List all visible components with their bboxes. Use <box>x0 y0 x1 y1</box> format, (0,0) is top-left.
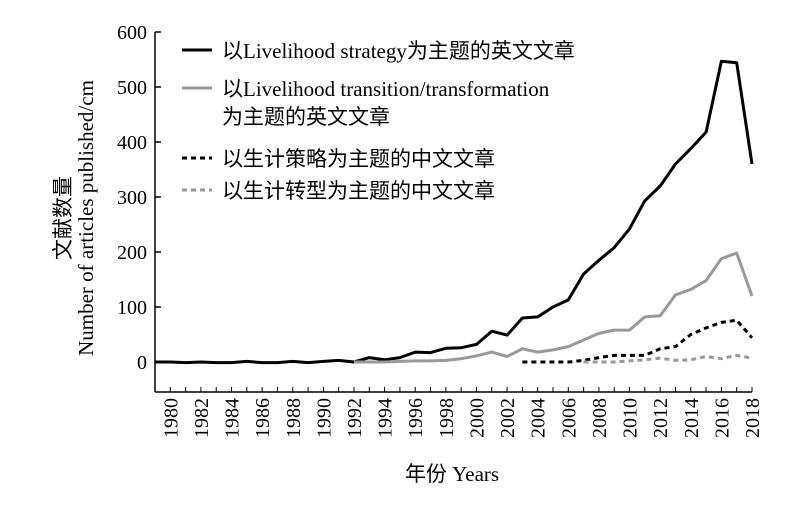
x-tick-label: 1980 <box>160 398 182 438</box>
x-tick-label: 1992 <box>344 398 366 438</box>
x-tick-label: 2016 <box>711 398 733 438</box>
x-tick-label: 1982 <box>191 398 213 438</box>
x-tick-label: 1986 <box>252 398 274 438</box>
y-axis-title-chinese: 文献数量 <box>51 176 75 260</box>
series-line-1 <box>155 59 754 365</box>
x-tick-label: 2014 <box>681 398 703 438</box>
x-tick-label: 2018 <box>742 398 764 438</box>
x-tick-label: 2010 <box>620 398 642 438</box>
x-axis-title: 年份 Years <box>405 462 499 486</box>
legend-label-1: 以Livelihood strategy为主题的英文文章 <box>222 39 575 63</box>
x-tick-label: 1988 <box>283 398 305 438</box>
y-tick-label: 500 <box>117 77 147 99</box>
y-tick-label: 400 <box>117 132 147 154</box>
x-tick-label: 1996 <box>405 398 427 438</box>
y-axis-title-english: Number of articles published/cm <box>74 80 98 356</box>
x-tick-label: 2012 <box>650 398 672 438</box>
legend-label-2: 为主题的英文文章 <box>222 105 390 129</box>
x-tick-label: 1990 <box>313 398 335 438</box>
x-tick-label: 1994 <box>375 398 397 438</box>
legend-label-4: 以生计转型为主题的中文文章 <box>222 179 495 203</box>
y-tick-label: 300 <box>117 187 147 209</box>
x-tick-label: 2004 <box>528 398 550 438</box>
x-tick-label: 2006 <box>558 398 580 438</box>
series-line-3 <box>522 318 754 364</box>
y-tick-label: 200 <box>117 242 147 264</box>
series-line-4 <box>583 353 753 364</box>
y-tick-label: 100 <box>117 297 147 319</box>
x-tick-label: 2008 <box>589 398 611 438</box>
y-tick-label: 0 <box>137 352 147 374</box>
x-tick-label: 2000 <box>466 398 488 438</box>
legend-label-2: 以Livelihood transition/transformation <box>222 77 550 101</box>
x-tick-label: 1984 <box>222 398 244 438</box>
x-tick-label: 2002 <box>497 398 519 438</box>
legend-label-3: 以生计策略为主题的中文文章 <box>222 147 495 171</box>
x-tick-label: 1998 <box>436 398 458 438</box>
series-line-2 <box>354 251 754 364</box>
y-tick-label: 600 <box>117 22 147 44</box>
